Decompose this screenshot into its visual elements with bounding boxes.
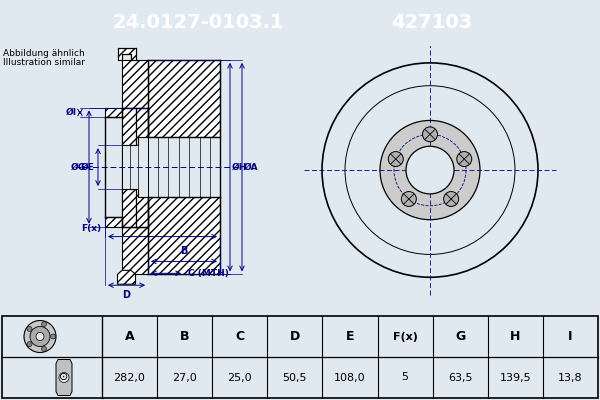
Text: 5: 5 [401,372,409,382]
Text: B: B [180,330,190,343]
Text: F(x): F(x) [81,224,101,233]
Polygon shape [148,60,220,137]
Polygon shape [136,108,148,145]
Circle shape [406,146,454,194]
Text: C (MTH): C (MTH) [188,269,229,278]
Text: Abbildung ähnlich: Abbildung ähnlich [3,49,85,58]
Circle shape [41,322,47,327]
Polygon shape [56,360,72,396]
Text: Illustration similar: Illustration similar [3,58,85,67]
Polygon shape [118,48,136,60]
Text: 13,8: 13,8 [558,372,583,382]
Text: ØI: ØI [66,108,77,117]
Text: H: H [510,330,521,343]
Circle shape [59,372,69,382]
Text: G: G [455,330,466,343]
Text: 427103: 427103 [391,14,473,32]
Circle shape [457,152,472,166]
Circle shape [36,332,44,340]
Polygon shape [122,108,136,227]
Text: ØH: ØH [232,162,247,172]
Text: 63,5: 63,5 [448,372,472,382]
Circle shape [422,127,437,142]
Text: D: D [290,330,300,343]
Text: A: A [125,330,134,343]
Polygon shape [136,189,148,227]
Text: ØE: ØE [81,162,95,172]
Text: 108,0: 108,0 [334,372,366,382]
Circle shape [27,326,32,331]
Text: 25,0: 25,0 [227,372,252,382]
Circle shape [388,152,403,166]
Text: 24.0127-0103.1: 24.0127-0103.1 [112,14,284,32]
Polygon shape [122,227,148,274]
Text: C: C [235,330,244,343]
Text: ØG: ØG [71,162,86,172]
Text: 27,0: 27,0 [172,372,197,382]
Text: D: D [122,290,131,300]
Polygon shape [105,217,122,227]
Circle shape [30,326,50,346]
Text: 139,5: 139,5 [500,372,531,382]
Circle shape [443,192,458,206]
Bar [130,145,138,189]
Circle shape [50,334,56,339]
Text: F(x): F(x) [392,332,418,342]
Text: ⊙: ⊙ [59,372,68,382]
Polygon shape [148,197,220,274]
Circle shape [41,346,47,351]
Circle shape [24,320,56,352]
Text: E: E [346,330,354,343]
Bar [148,137,220,197]
Circle shape [380,120,480,220]
Circle shape [27,342,32,347]
Text: ØA: ØA [244,162,259,172]
Polygon shape [122,189,136,217]
Circle shape [401,192,416,206]
Text: I: I [568,330,572,343]
Polygon shape [122,118,136,145]
Text: B: B [181,246,188,256]
Polygon shape [105,108,122,118]
Polygon shape [118,270,136,284]
Text: 50,5: 50,5 [283,372,307,382]
Polygon shape [122,60,148,108]
Text: 282,0: 282,0 [113,372,145,382]
Bar [122,145,136,189]
